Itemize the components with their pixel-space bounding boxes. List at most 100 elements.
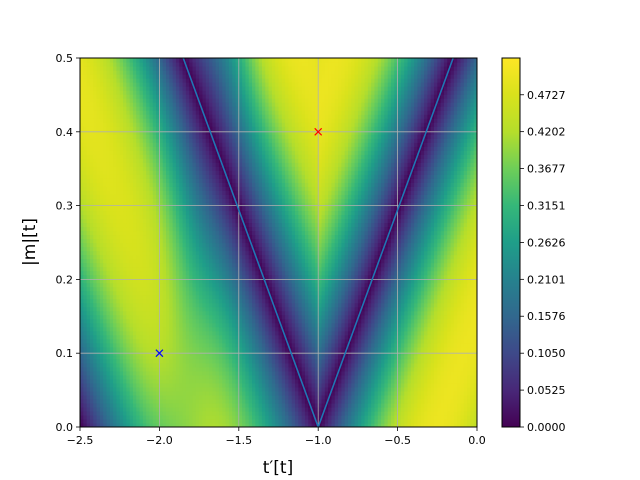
heatmap-cell (126, 310, 131, 316)
heatmap-cell (440, 358, 445, 364)
heatmap-cell (189, 286, 194, 292)
heatmap-cell (440, 314, 445, 320)
heatmap-cell (156, 410, 160, 416)
heatmap-cell (407, 418, 412, 424)
heatmap-cell (235, 326, 240, 332)
heatmap-cell (381, 414, 385, 420)
heatmap-cell (202, 402, 207, 408)
heatmap-cell (129, 362, 134, 368)
heatmap-cell (126, 294, 131, 300)
heatmap-cell (417, 418, 422, 424)
heatmap-cell (450, 398, 455, 404)
heatmap-cell (166, 290, 170, 296)
heatmap-cell (447, 278, 452, 284)
heatmap-cell (463, 378, 468, 384)
heatmap-cell (344, 278, 349, 284)
heatmap-cell (400, 334, 405, 340)
heatmap-cell (467, 402, 471, 408)
heatmap-cell (417, 278, 422, 284)
heatmap-cell (278, 298, 283, 304)
heatmap-cell (225, 370, 230, 376)
heatmap-cell (116, 286, 121, 292)
heatmap-cell (301, 366, 306, 372)
heatmap-cell (285, 406, 290, 412)
heatmap-cell (192, 306, 197, 312)
heatmap-cell (80, 358, 84, 364)
heatmap-cell (142, 362, 147, 368)
heatmap-cell (460, 382, 465, 388)
heatmap-cell (242, 298, 247, 304)
heatmap-cell (129, 410, 134, 416)
heatmap-cell (119, 346, 124, 352)
heatmap-cell (103, 398, 108, 404)
heatmap-cell (288, 306, 293, 312)
heatmap-cell (467, 266, 471, 272)
heatmap-cell (109, 294, 114, 300)
heatmap-cell (400, 306, 405, 312)
heatmap-cell (470, 294, 475, 300)
heatmap-cell (275, 410, 280, 416)
heatmap-cell (473, 270, 477, 276)
heatmap-cell (146, 354, 151, 360)
heatmap-cell (252, 346, 256, 352)
heatmap-cell (447, 346, 452, 352)
heatmap-cell (109, 422, 114, 427)
heatmap-cell (93, 302, 98, 308)
heatmap-cell (467, 334, 471, 340)
heatmap-cell (156, 382, 160, 388)
heatmap-cell (281, 366, 286, 372)
heatmap-cell (169, 354, 174, 360)
heatmap-cell (175, 310, 180, 316)
heatmap-cell (179, 318, 184, 324)
heatmap-cell (374, 382, 379, 388)
heatmap-cell (281, 374, 286, 380)
heatmap-cell (351, 274, 356, 280)
heatmap-cell (209, 314, 213, 320)
heatmap-cell (252, 378, 256, 384)
heatmap-cell (400, 298, 405, 304)
heatmap-cell (255, 418, 260, 424)
heatmap-cell (156, 266, 160, 272)
heatmap-cell (437, 410, 442, 416)
heatmap-cell (463, 314, 468, 320)
heatmap-cell (344, 286, 349, 292)
heatmap-cell (96, 330, 101, 336)
heatmap-cell (116, 414, 121, 420)
heatmap-cell (424, 402, 428, 408)
heatmap-cell (440, 354, 445, 360)
heatmap-cell (424, 286, 428, 292)
heatmap-cell (215, 270, 220, 276)
heatmap-cell (407, 378, 412, 384)
heatmap-cell (248, 262, 253, 268)
heatmap-cell (281, 354, 286, 360)
heatmap-cell (311, 286, 316, 292)
heatmap-cell (123, 318, 127, 324)
heatmap-cell (470, 330, 475, 336)
heatmap-cell (384, 382, 389, 388)
heatmap-cell (414, 270, 419, 276)
heatmap-cell (238, 286, 243, 292)
heatmap-cell (377, 310, 382, 316)
heatmap-cell (443, 330, 448, 336)
heatmap-cell (450, 422, 455, 427)
heatmap-cell (400, 418, 405, 424)
heatmap-cell (404, 298, 409, 304)
heatmap-cell (80, 334, 84, 340)
heatmap-cell (291, 274, 296, 280)
heatmap-cell (447, 286, 452, 292)
heatmap-cell (387, 414, 392, 420)
heatmap-cell (324, 314, 329, 320)
heatmap-cell (166, 266, 170, 272)
heatmap-cell (166, 370, 170, 376)
heatmap-cell (96, 270, 101, 276)
heatmap-cell (344, 370, 349, 376)
heatmap-cell (182, 298, 187, 304)
heatmap-cell (463, 326, 468, 332)
heatmap-cell (301, 418, 306, 424)
heatmap-cell (295, 386, 299, 392)
heatmap-cell (146, 370, 151, 376)
heatmap-cell (424, 386, 428, 392)
heatmap-cell (308, 390, 313, 396)
heatmap-cell (437, 378, 442, 384)
